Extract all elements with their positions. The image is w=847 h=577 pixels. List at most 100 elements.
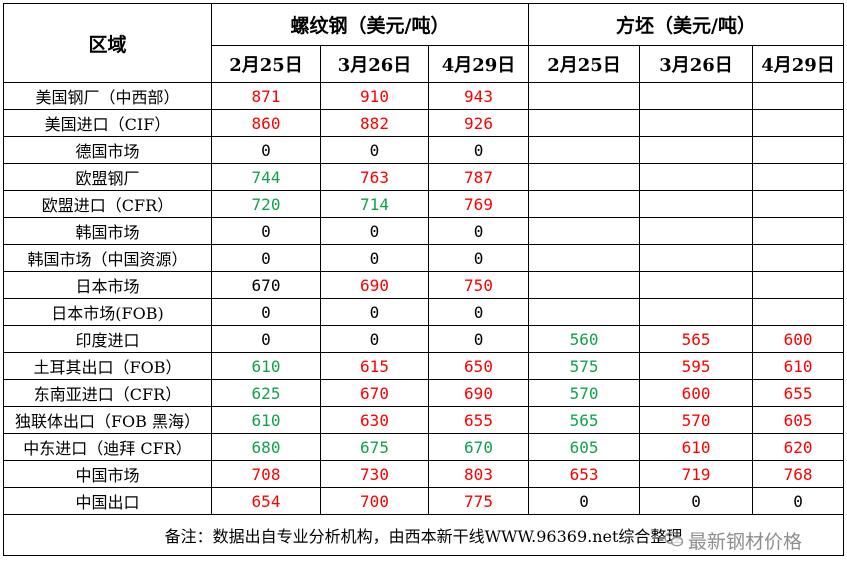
billet-price-cell: 719 [639, 460, 754, 488]
billet-price-cell: 610 [639, 433, 754, 461]
rebar-price-cell: 0 [211, 217, 321, 245]
region-cell: 独联体出口（FOB 黑海） [3, 406, 212, 434]
billet-price-cell: 595 [639, 352, 754, 380]
date-header: 3月26日 [320, 45, 429, 83]
billet-price-cell [528, 244, 641, 272]
billet-price-cell [752, 109, 845, 137]
date-header: 4月29日 [427, 45, 530, 83]
billet-price-cell: 620 [752, 433, 845, 461]
region-cell: 中国市场 [3, 460, 212, 488]
billet-price-cell [528, 109, 641, 137]
table-row: 日本市场(FOB) 0 0 0 [3, 298, 845, 326]
rebar-price-cell: 0 [320, 217, 429, 245]
rebar-price-cell: 0 [427, 298, 530, 326]
billet-price-cell [528, 298, 641, 326]
rebar-price-cell: 675 [320, 433, 429, 461]
rebar-price-cell: 625 [211, 379, 321, 407]
table-row: 美国钢厂（中西部） 871 910 943 [3, 82, 845, 110]
billet-price-cell [752, 298, 845, 326]
billet-price-cell [639, 217, 754, 245]
region-cell: 韩国市场（中国资源） [3, 244, 212, 272]
billet-price-cell: 0 [528, 487, 641, 515]
region-cell: 中国出口 [3, 487, 212, 515]
region-cell: 日本市场 [3, 271, 212, 299]
table-row: 美国进口（CIF） 860 882 926 [3, 109, 845, 137]
table-row: 东南亚进口（CFR） 625 670 690 570 600 655 [3, 379, 845, 407]
table-row: 中国出口 654 700 775 0 0 0 [3, 487, 845, 515]
rebar-group-header: 螺纹钢（美元/吨） [210, 3, 530, 46]
billet-price-cell [752, 163, 845, 191]
region-cell: 中东进口（迪拜 CFR） [3, 433, 212, 461]
billet-price-cell [639, 244, 754, 272]
region-cell: 韩国市场 [3, 217, 212, 245]
region-header: 区域 [3, 3, 212, 83]
date-header: 3月26日 [639, 45, 754, 83]
region-cell: 美国钢厂（中西部） [3, 82, 212, 110]
billet-price-cell: 560 [528, 325, 641, 353]
billet-price-cell: 565 [528, 406, 641, 434]
billet-price-cell [639, 136, 754, 164]
rebar-price-cell: 650 [427, 352, 530, 380]
table-row: 印度进口 0 0 0 560 565 600 [3, 325, 845, 353]
rebar-price-cell: 630 [320, 406, 429, 434]
rebar-price-cell: 0 [427, 325, 530, 353]
billet-price-cell [639, 190, 754, 218]
billet-price-cell [528, 190, 641, 218]
billet-price-cell [639, 271, 754, 299]
rebar-price-cell: 610 [211, 352, 321, 380]
billet-group-header: 方坯（美元/吨） [528, 3, 845, 46]
rebar-price-cell: 690 [427, 379, 530, 407]
rebar-price-cell: 803 [427, 460, 530, 488]
billet-price-cell [752, 190, 845, 218]
rebar-price-cell: 763 [320, 163, 429, 191]
billet-price-cell: 600 [639, 379, 754, 407]
billet-price-cell: 0 [752, 487, 845, 515]
rebar-price-cell: 720 [211, 190, 321, 218]
billet-price-cell: 565 [639, 325, 754, 353]
date-header: 4月29日 [752, 45, 845, 83]
billet-price-cell: 0 [639, 487, 754, 515]
billet-price-cell [752, 244, 845, 272]
rebar-price-cell: 670 [320, 379, 429, 407]
table-row: 独联体出口（FOB 黑海） 610 630 655 565 570 605 [3, 406, 845, 434]
rebar-price-cell: 0 [211, 298, 321, 326]
rebar-price-cell: 610 [211, 406, 321, 434]
rebar-price-cell: 0 [427, 217, 530, 245]
billet-price-cell: 575 [528, 352, 641, 380]
table-row: 韩国市场 0 0 0 [3, 217, 845, 245]
billet-price-cell: 653 [528, 460, 641, 488]
region-cell: 印度进口 [3, 325, 212, 353]
rebar-price-cell: 0 [211, 136, 321, 164]
region-cell: 日本市场(FOB) [3, 298, 212, 326]
table-row: 中东进口（迪拜 CFR） 680 675 670 605 610 620 [3, 433, 845, 461]
rebar-price-cell: 0 [320, 298, 429, 326]
region-cell: 欧盟进口（CFR） [3, 190, 212, 218]
rebar-price-cell: 0 [320, 136, 429, 164]
rebar-price-cell: 655 [427, 406, 530, 434]
rebar-price-cell: 943 [427, 82, 530, 110]
rebar-price-cell: 0 [211, 244, 321, 272]
billet-price-cell [752, 271, 845, 299]
billet-price-cell: 600 [752, 325, 845, 353]
rebar-price-cell: 910 [320, 82, 429, 110]
table-row: 欧盟钢厂 744 763 787 [3, 163, 845, 191]
billet-price-cell [752, 136, 845, 164]
billet-price-cell [752, 217, 845, 245]
rebar-price-cell: 787 [427, 163, 530, 191]
billet-price-cell [752, 82, 845, 110]
table-row: 土耳其出口（FOB） 610 615 650 575 595 610 [3, 352, 845, 380]
table-note: 备注：数据出自专业分析机构，由西本新干线WWW.96369.net综合整理 [2, 514, 845, 556]
billet-price-cell: 570 [528, 379, 641, 407]
region-cell: 德国市场 [3, 136, 212, 164]
rebar-price-cell: 708 [211, 460, 321, 488]
table-row: 日本市场 670 690 750 [3, 271, 845, 299]
billet-price-cell [528, 136, 641, 164]
billet-price-cell [639, 109, 754, 137]
rebar-price-cell: 0 [211, 325, 321, 353]
rebar-price-cell: 0 [427, 244, 530, 272]
date-header: 2月25日 [211, 45, 321, 83]
billet-price-cell [528, 271, 641, 299]
table-row: 欧盟进口（CFR） 720 714 769 [3, 190, 845, 218]
rebar-price-cell: 670 [211, 271, 321, 299]
rebar-price-cell: 744 [211, 163, 321, 191]
